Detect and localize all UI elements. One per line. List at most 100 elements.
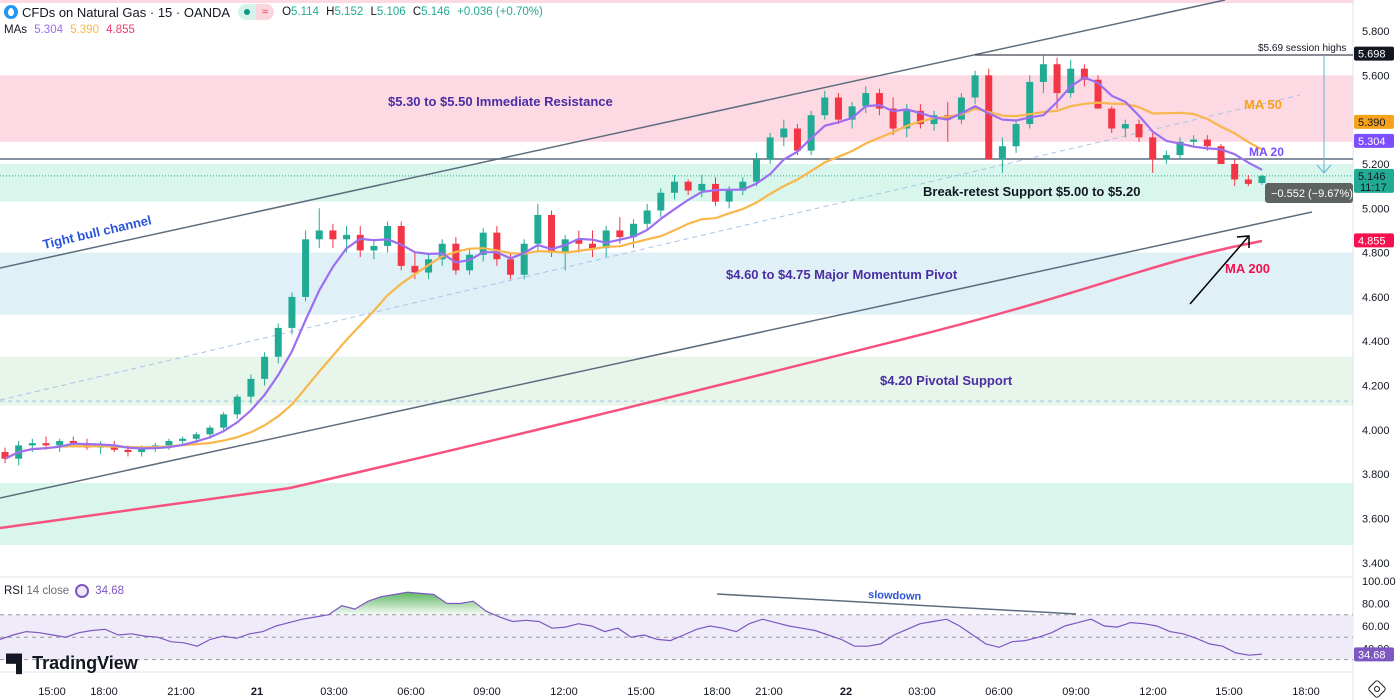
slowdown-line[interactable] bbox=[716, 593, 1077, 615]
channel-label[interactable]: Tight bull channel bbox=[41, 212, 153, 252]
open-label: O bbox=[282, 6, 292, 18]
time-tick: 21 bbox=[251, 686, 263, 698]
price-label: 5.304 bbox=[1354, 133, 1394, 148]
svg-text:11:17: 11:17 bbox=[1360, 182, 1387, 194]
rsi-params: 14 close bbox=[26, 585, 70, 597]
measure-text[interactable]: −0.552 (−9.67%) bbox=[1271, 188, 1353, 200]
ma50-line[interactable] bbox=[4, 101, 1263, 460]
time-tick: 03:00 bbox=[908, 686, 936, 698]
time-tick: 15:00 bbox=[627, 686, 655, 698]
price-tick: 4.000 bbox=[1362, 425, 1390, 437]
low-label: L bbox=[370, 6, 377, 18]
ma50-value: 5.390 bbox=[70, 24, 99, 36]
channel-upper-line[interactable] bbox=[0, 0, 1226, 269]
ma50-label[interactable]: MA 50 bbox=[1244, 97, 1282, 112]
tradingview-logo[interactable]: ▀▌ TradingView bbox=[6, 653, 138, 674]
ma20-label[interactable]: MA 20 bbox=[1249, 145, 1284, 159]
candles[interactable] bbox=[1, 55, 1266, 466]
momentum-pivot-zone[interactable] bbox=[0, 252, 1353, 315]
time-tick: 12:00 bbox=[1139, 686, 1167, 698]
status-badges: ≈ bbox=[238, 4, 275, 20]
symbol-title[interactable]: CFDs on Natural Gas · 15 · OANDA bbox=[22, 4, 231, 20]
time-tick: 18:00 bbox=[90, 686, 118, 698]
open-value: 5.114 bbox=[291, 6, 319, 18]
time-tick: 06:00 bbox=[985, 686, 1013, 698]
rsi-current-label bbox=[1354, 647, 1394, 662]
refresh-icon[interactable] bbox=[75, 584, 90, 598]
time-tick: 18:00 bbox=[703, 686, 731, 698]
price-tick: 5.000 bbox=[1362, 203, 1390, 215]
lower-support-zone[interactable] bbox=[0, 483, 1353, 546]
session-highs-label[interactable]: $5.69 session highs bbox=[1258, 43, 1346, 54]
approx-icon[interactable]: ≈ bbox=[256, 4, 275, 20]
rsi-legend[interactable]: RSI 14 close 34.68 bbox=[4, 584, 124, 598]
svg-text:5.698: 5.698 bbox=[1358, 49, 1386, 61]
pivotal-support-label[interactable]: $4.20 Pivotal Support bbox=[880, 373, 1013, 388]
slowdown-label[interactable]: slowdown bbox=[868, 589, 922, 603]
price-tick: 3.600 bbox=[1362, 514, 1390, 526]
pivotal-support-zone[interactable] bbox=[0, 356, 1353, 406]
momentum-pivot-label[interactable]: $4.60 to $4.75 Major Momentum Pivot bbox=[726, 267, 958, 282]
rsi-tick: 60.00 bbox=[1362, 621, 1390, 633]
market-open-dot-icon[interactable] bbox=[238, 4, 257, 20]
price-tick: 3.400 bbox=[1362, 558, 1390, 570]
natural-gas-flame-icon bbox=[4, 5, 18, 19]
price-tick: 5.600 bbox=[1362, 70, 1390, 82]
time-tick: 12:00 bbox=[550, 686, 578, 698]
rsi-line[interactable] bbox=[0, 591, 1263, 656]
price-tick: 4.400 bbox=[1362, 336, 1390, 348]
ma200-value: 4.855 bbox=[106, 24, 135, 36]
price-tick: 4.600 bbox=[1362, 292, 1390, 304]
time-tick: 21:00 bbox=[755, 686, 783, 698]
rsi-tick: 100.00 bbox=[1362, 576, 1396, 588]
time-tick: 21:00 bbox=[167, 686, 195, 698]
price-tick: 5.200 bbox=[1362, 159, 1390, 171]
change-value: +0.036 (+0.70%) bbox=[457, 6, 543, 18]
svg-text:34.68: 34.68 bbox=[1358, 649, 1386, 661]
time-tick: 15:00 bbox=[38, 686, 66, 698]
rsi-label: RSI bbox=[4, 585, 24, 597]
svg-text:4.855: 4.855 bbox=[1358, 235, 1386, 247]
resistance-label[interactable]: $5.30 to $5.50 Immediate Resistance bbox=[388, 94, 613, 109]
svg-text:5.146: 5.146 bbox=[1358, 171, 1386, 183]
time-tick: 18:00 bbox=[1292, 686, 1320, 698]
ohlc-values: O5.114 H5.152 L5.106 C5.146 +0.036 (+0.7… bbox=[282, 6, 547, 18]
close-value: 5.146 bbox=[421, 6, 450, 18]
ma-legend-label: MAs bbox=[4, 24, 27, 36]
time-tick: 09:00 bbox=[1062, 686, 1090, 698]
break-retest-label[interactable]: Break-retest Support $5.00 to $5.20 bbox=[923, 184, 1140, 199]
ma200-arrow[interactable] bbox=[1189, 236, 1249, 305]
tradingview-text: TradingView bbox=[32, 653, 138, 673]
svg-text:5.304: 5.304 bbox=[1358, 136, 1386, 148]
tradingview-mark-icon: ▀▌ bbox=[6, 653, 28, 673]
price-label: 5.698 bbox=[1354, 46, 1394, 61]
low-value: 5.106 bbox=[376, 6, 406, 18]
measure-tooltip bbox=[1265, 183, 1353, 203]
price-tick: 4.800 bbox=[1362, 248, 1390, 260]
ma200-label[interactable]: MA 200 bbox=[1225, 261, 1270, 276]
svg-text:5.390: 5.390 bbox=[1358, 117, 1386, 129]
close-label: C bbox=[412, 6, 422, 18]
price-label: 5.390 bbox=[1354, 114, 1394, 129]
ma20-line[interactable] bbox=[4, 76, 1263, 460]
price-tick: 3.800 bbox=[1362, 469, 1390, 481]
time-tick: 03:00 bbox=[320, 686, 348, 698]
high-label: H bbox=[326, 6, 335, 18]
symbol-header: CFDs on Natural Gas · 15 · OANDA ≈ O5.11… bbox=[4, 2, 547, 22]
time-tick: 22 bbox=[840, 686, 852, 698]
time-tick: 06:00 bbox=[397, 686, 425, 698]
time-tick: 09:00 bbox=[473, 686, 501, 698]
channel-midline[interactable] bbox=[0, 94, 1301, 401]
price-tick: 4.200 bbox=[1362, 381, 1390, 393]
time-tick: 15:00 bbox=[1215, 686, 1243, 698]
resistance-zone[interactable] bbox=[0, 75, 1353, 142]
price-tick: 5.800 bbox=[1362, 26, 1390, 38]
rsi-value: 34.68 bbox=[95, 585, 124, 597]
ma-legend[interactable]: MAs 5.304 5.390 4.855 bbox=[4, 24, 139, 36]
rsi-tick: 80.00 bbox=[1362, 598, 1390, 610]
ma200-line[interactable] bbox=[0, 239, 1263, 530]
channel-lower-line[interactable] bbox=[0, 211, 1313, 499]
